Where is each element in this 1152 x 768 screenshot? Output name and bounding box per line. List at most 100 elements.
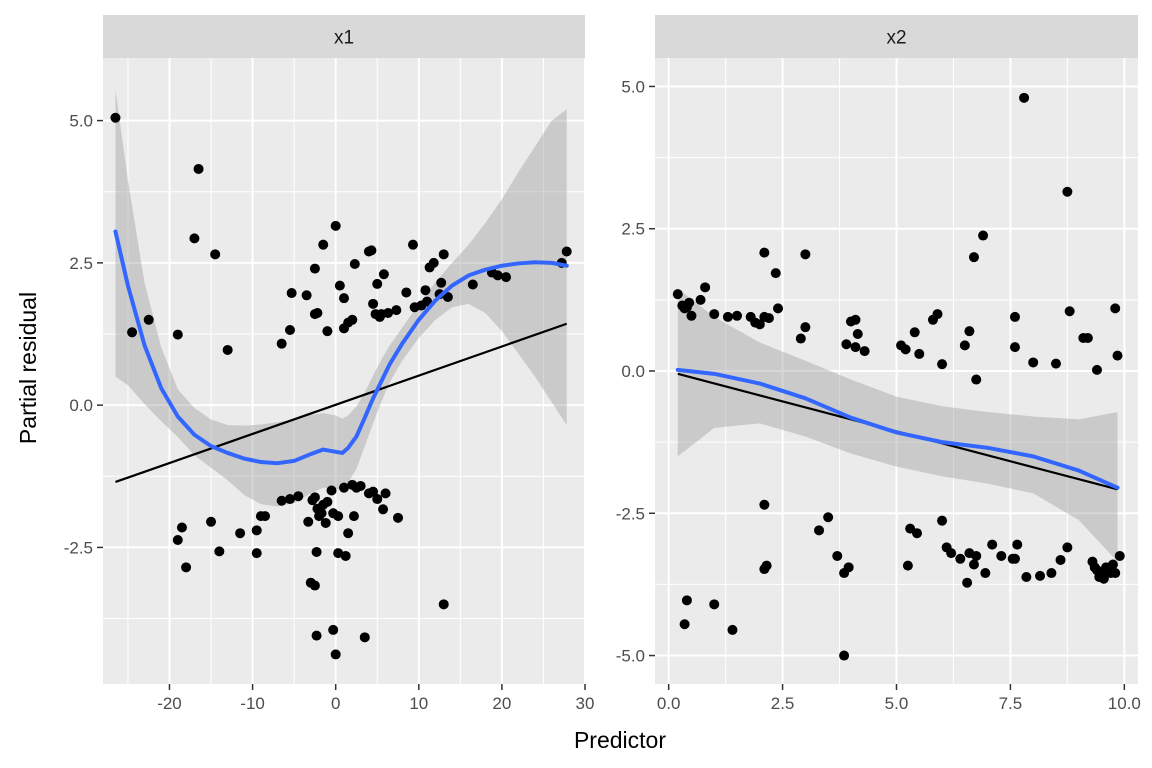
panel-1-point: [193, 163, 204, 174]
panel-2-point: [964, 326, 975, 337]
panel-2-point: [695, 294, 706, 305]
panel-2-point: [900, 344, 911, 355]
panel-2-point: [1028, 357, 1039, 368]
panel-1-point: [303, 516, 314, 527]
panel-2-point: [1035, 570, 1046, 581]
panel-1-point: [334, 280, 345, 291]
panel-1-point: [176, 522, 187, 533]
panel-2: x2 0.0 2.5 5.0 7.5 10.0 -5.0 -2.5 0.0 2.5 5.0: [616, 15, 1141, 713]
panel-2-point: [761, 560, 772, 571]
panel-2-point: [686, 310, 697, 321]
panel-1-point: [172, 535, 183, 546]
panel-1-point: [251, 525, 262, 536]
panel-1-point: [378, 504, 389, 515]
panel-2-point: [839, 650, 850, 661]
panel-1-point: [326, 485, 337, 496]
panel-2-point: [1050, 358, 1061, 369]
panel-2-plot-area: [672, 92, 1125, 661]
panel-2-major-grid: [655, 58, 1138, 684]
panel-1-point: [286, 288, 297, 299]
panel-1-point: [210, 249, 221, 260]
panel-1-major-grid: [103, 58, 586, 684]
panel-1-minor-grid: [103, 58, 585, 684]
panel-1-point: [260, 511, 271, 522]
panel-2-point: [978, 230, 989, 241]
x-axis-title: Predictor: [574, 727, 666, 753]
panel-1-point: [276, 495, 287, 506]
panel-1-point: [561, 246, 572, 257]
panel-2-point: [823, 512, 834, 523]
panel-1-point: [401, 287, 412, 298]
panel-2-y-tick-label: -2.5: [616, 504, 645, 523]
panel-2-point: [759, 499, 770, 510]
panel-1-x-tick-label: -20: [157, 694, 182, 713]
panel-1-x-tick-label: 10: [409, 694, 428, 713]
panel-2-y-tick-label: 0.0: [621, 362, 645, 381]
panel-2-x-tick-label: 10.0: [1108, 694, 1141, 713]
panel-1-point: [311, 630, 322, 641]
panel-2-point: [1110, 303, 1121, 314]
panel-2-point: [795, 333, 806, 344]
panel-2-point: [754, 319, 765, 330]
panel-2-point: [800, 322, 811, 333]
panel-2-point: [962, 577, 973, 588]
panel-1-point: [467, 279, 478, 290]
panel-2-point: [709, 309, 720, 320]
panel-2-point: [1062, 542, 1073, 553]
panel-1-strip: [103, 15, 585, 58]
panel-2-point: [946, 548, 957, 559]
panel-2-point: [832, 550, 843, 561]
panel-1-point: [372, 494, 383, 505]
panel-1-point: [301, 290, 312, 301]
panel-2-point: [1112, 350, 1123, 361]
facet-panels: x1 -20 -10 0 10 20 30 -2.5 0.0 2.5 5.0 x2 0.0 2.5 5.0 7…: [64, 15, 1141, 713]
panel-2-point: [1107, 559, 1118, 570]
panel-2-point: [852, 329, 863, 340]
panel-2-point: [1046, 568, 1057, 579]
panel-1-point: [368, 298, 379, 309]
panel-2-point: [841, 339, 852, 350]
panel-1-x-axis: -20 -10 0 10 20 30: [157, 684, 594, 713]
panel-1-point: [222, 344, 233, 355]
panel-1-point: [318, 239, 329, 250]
y-axis-title: Partial residual: [15, 292, 41, 444]
panel-1-point: [378, 269, 389, 280]
panel-2-y-tick-label: -5.0: [616, 647, 645, 666]
panel-2-point: [1062, 186, 1073, 197]
panel-1-point: [251, 548, 262, 559]
panel-1-point: [420, 285, 431, 296]
panel-2-point: [709, 599, 720, 610]
panel-2-point: [912, 528, 923, 539]
panel-1-point: [347, 314, 358, 325]
panel-2-point: [937, 359, 948, 370]
panel-1-point: [501, 272, 512, 283]
panel-2-point: [968, 252, 979, 263]
panel-1-point: [181, 562, 192, 573]
panel-2-strip-label: x2: [886, 28, 906, 49]
panel-1-x-tick-label: -10: [240, 694, 265, 713]
panel-1-point: [407, 239, 418, 250]
panel-2-strip: [655, 15, 1138, 58]
panel-2-y-axis: -5.0 -2.5 0.0 2.5 5.0: [616, 77, 655, 666]
panel-1-point: [322, 496, 333, 507]
panel-1-point: [438, 599, 449, 610]
panel-2-point: [971, 550, 982, 561]
panel-2-point: [1055, 554, 1066, 565]
panel-1-point: [322, 326, 333, 337]
panel-2-point: [850, 342, 861, 353]
panel-2-point: [684, 297, 695, 308]
panel-1-point: [284, 494, 295, 505]
panel-2-x-tick-label: 7.5: [999, 694, 1023, 713]
panel-2-point: [909, 327, 920, 338]
panel-1-y-tick-label: 2.5: [69, 254, 93, 273]
panel-2-y-tick-label: 5.0: [621, 77, 645, 96]
panel-2-point: [902, 560, 913, 571]
panel-1-point: [214, 546, 225, 557]
panel-1-point: [328, 624, 339, 635]
panel-2-point: [672, 289, 683, 300]
panel-1-point: [428, 257, 439, 268]
panel-1-point: [309, 580, 320, 591]
panel-2-point: [959, 340, 970, 351]
panel-1-point: [368, 486, 379, 497]
panel-2-point: [1114, 550, 1125, 561]
